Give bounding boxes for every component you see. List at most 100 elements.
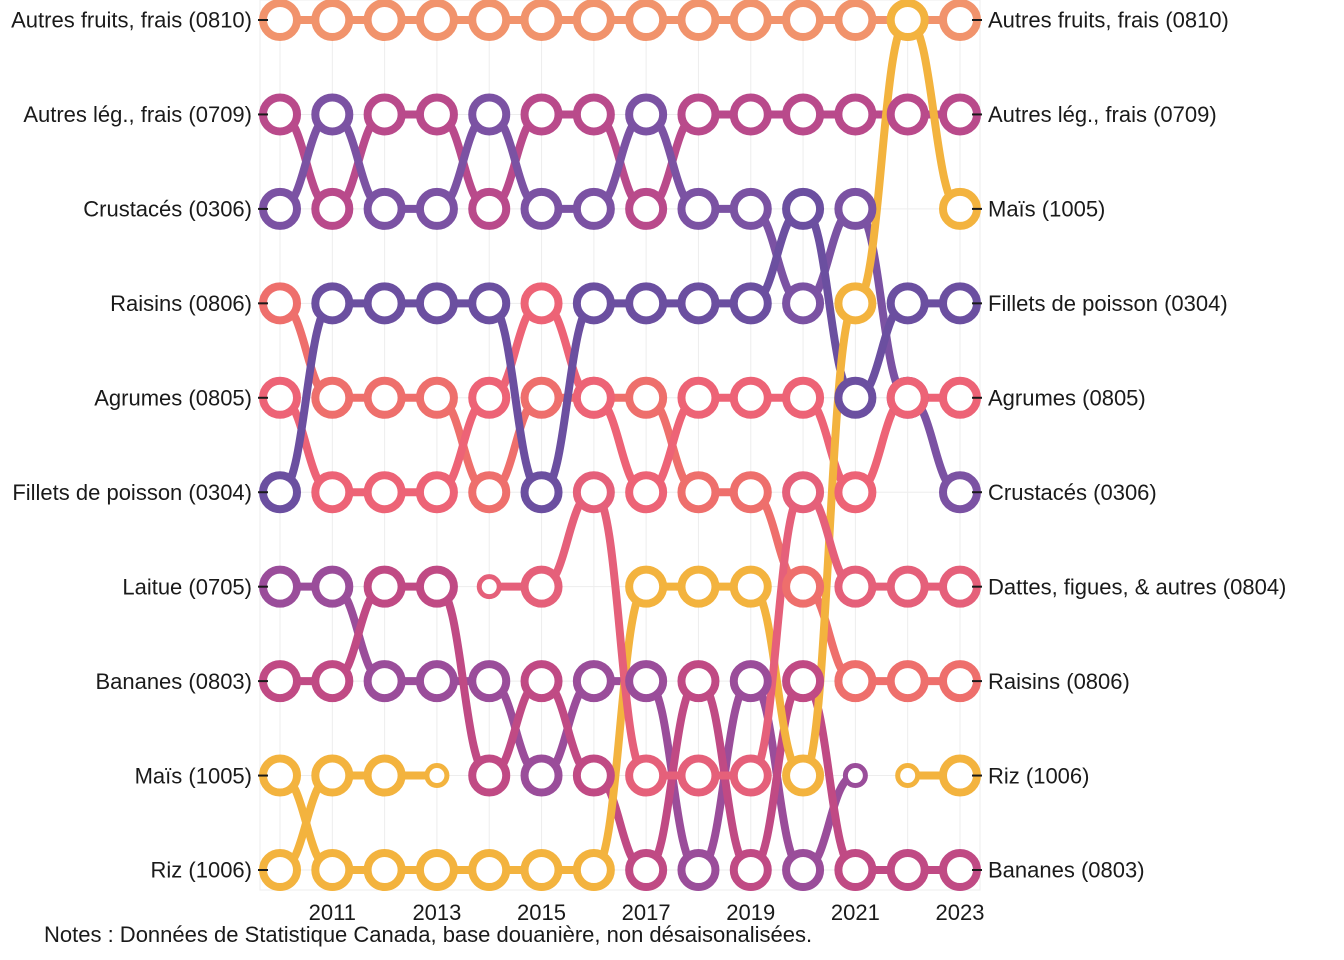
series-marker [891, 570, 925, 604]
series-marker [786, 759, 820, 793]
series-marker [734, 853, 768, 887]
series-marker [577, 759, 611, 793]
series-marker [629, 286, 663, 320]
series-marker [786, 475, 820, 509]
rank-label-left: Fillets de poisson (0304) [12, 480, 252, 505]
series-marker [525, 192, 559, 226]
series-marker [577, 664, 611, 698]
series-marker [577, 3, 611, 37]
series-marker [368, 3, 402, 37]
series-marker [786, 3, 820, 37]
series-marker [472, 3, 506, 37]
series-marker [525, 759, 559, 793]
series-marker [838, 192, 872, 226]
series-marker [838, 381, 872, 415]
series-marker [943, 759, 977, 793]
series-marker [525, 3, 559, 37]
series-marker [786, 286, 820, 320]
rank-label-left: Crustacés (0306) [83, 197, 252, 222]
series-marker [525, 286, 559, 320]
rank-label-right: Bananes (0803) [988, 858, 1145, 883]
series-marker [525, 475, 559, 509]
series-marker [629, 381, 663, 415]
rank-label-right: Raisins (0806) [988, 669, 1130, 694]
series-marker [472, 475, 506, 509]
rank-label-left: Riz (1006) [151, 858, 252, 883]
series-marker [734, 286, 768, 320]
rank-label-right: Dattes, figues, & autres (0804) [988, 574, 1286, 599]
series-marker [681, 192, 715, 226]
series-marker [525, 664, 559, 698]
series-marker [943, 853, 977, 887]
series-marker [315, 97, 349, 131]
series-marker [629, 97, 663, 131]
series-marker [838, 570, 872, 604]
series-marker [577, 853, 611, 887]
series-marker [263, 286, 297, 320]
series-marker [315, 475, 349, 509]
series-marker [315, 759, 349, 793]
series-marker [838, 475, 872, 509]
series-marker [263, 381, 297, 415]
series-marker [838, 286, 872, 320]
series-marker [368, 381, 402, 415]
series-marker [786, 381, 820, 415]
series-marker [427, 766, 447, 786]
series-marker [420, 286, 454, 320]
rank-label-left: Agrumes (0805) [94, 385, 252, 410]
series-marker [838, 3, 872, 37]
rank-label-left: Autres lég., frais (0709) [23, 102, 252, 127]
series-marker [420, 192, 454, 226]
series-marker [472, 853, 506, 887]
series-marker [629, 759, 663, 793]
series-marker [525, 853, 559, 887]
series-marker [472, 286, 506, 320]
series-marker [368, 286, 402, 320]
series-marker [472, 759, 506, 793]
notes-text: Notes : Données de Statistique Canada, b… [44, 922, 812, 947]
series-marker [472, 97, 506, 131]
rank-label-left: Maïs (1005) [135, 763, 252, 788]
rank-label-right: Autres fruits, frais (0810) [988, 8, 1229, 33]
series-marker [838, 97, 872, 131]
series-marker [943, 664, 977, 698]
series-marker [734, 664, 768, 698]
series-marker [681, 286, 715, 320]
series-marker [734, 3, 768, 37]
series-marker [420, 664, 454, 698]
series-marker [525, 381, 559, 415]
x-tick-label: 2023 [936, 900, 985, 925]
series-marker [263, 475, 297, 509]
rank-label-right: Agrumes (0805) [988, 385, 1146, 410]
rank-label-left: Laitue (0705) [122, 574, 252, 599]
rank-label-right: Crustacés (0306) [988, 480, 1157, 505]
rank-label-left: Bananes (0803) [95, 669, 252, 694]
rank-label-left: Autres fruits, frais (0810) [11, 8, 252, 33]
series-marker [629, 664, 663, 698]
series-marker [472, 664, 506, 698]
series-marker [479, 577, 499, 597]
series-marker [263, 759, 297, 793]
series-marker [943, 570, 977, 604]
series-marker [786, 97, 820, 131]
series-marker [629, 853, 663, 887]
series-marker [315, 570, 349, 604]
series-marker [681, 664, 715, 698]
series-marker [577, 381, 611, 415]
series-marker [786, 192, 820, 226]
series-marker [263, 3, 297, 37]
series-marker [681, 475, 715, 509]
series-marker [263, 664, 297, 698]
series-marker [943, 286, 977, 320]
series-marker [629, 475, 663, 509]
series-marker [943, 192, 977, 226]
series-marker [315, 192, 349, 226]
series-marker [891, 853, 925, 887]
series-marker [891, 381, 925, 415]
rank-label-right: Fillets de poisson (0304) [988, 291, 1228, 316]
series-marker [734, 475, 768, 509]
rank-label-right: Riz (1006) [988, 763, 1089, 788]
series-marker [681, 381, 715, 415]
x-tick-label: 2021 [831, 900, 880, 925]
series-marker [315, 381, 349, 415]
